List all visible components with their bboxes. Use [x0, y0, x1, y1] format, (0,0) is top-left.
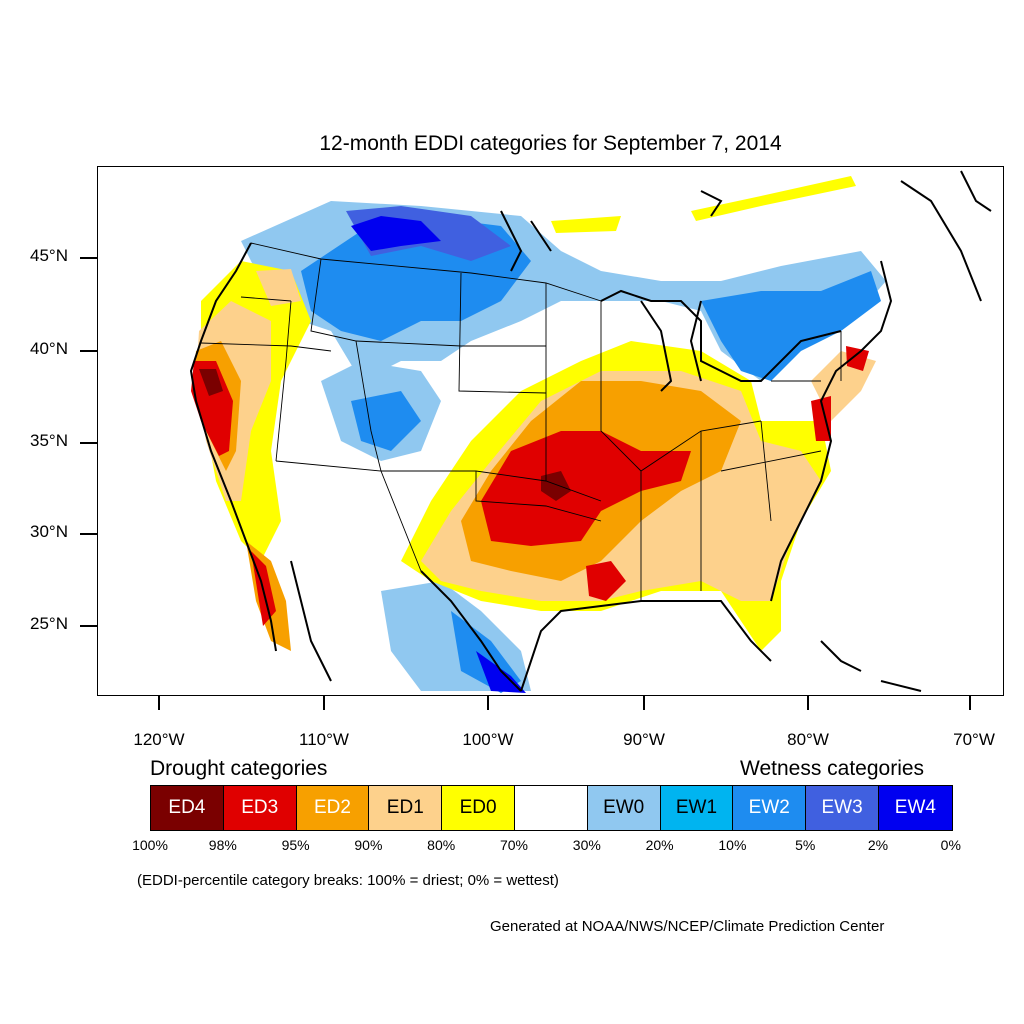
lon-tick: [643, 696, 645, 710]
lon-label-70w: 70°W: [953, 730, 995, 749]
legend-cell-ed4: ED4: [151, 786, 224, 830]
legend-cell-ed2: ED2: [296, 786, 370, 830]
credit-text: Generated at NOAA/NWS/NCEP/Climate Predi…: [490, 918, 885, 935]
lon-label-90w: 90°W: [623, 730, 665, 749]
legend-percentile-label: 70%: [499, 837, 529, 853]
lon-label-110w: 110°W: [299, 730, 349, 749]
map-title: 12-month EDDI categories for September 7…: [319, 132, 782, 155]
wet-region-ew4: [351, 216, 441, 251]
lat-tick: [80, 533, 97, 535]
legend-percentile-label: 2%: [867, 837, 889, 853]
lat-label-45n: 45°N: [30, 246, 68, 265]
legend-percentile-label: 100%: [132, 837, 168, 853]
state-boundaries: [200, 242, 842, 601]
category-breaks-note: (EDDI-percentile category breaks: 100% =…: [137, 872, 559, 889]
lon-tick: [158, 696, 160, 710]
legend-cell-ew4: EW4: [878, 786, 952, 830]
coastlines: [189, 170, 992, 692]
dry-region-west-ed4: [199, 369, 223, 396]
lon-tick: [969, 696, 971, 710]
dry-region-canada-east: [691, 176, 856, 221]
drought-categories-heading: Drought categories: [150, 757, 328, 780]
legend-percentile-label: 5%: [795, 837, 816, 853]
legend-percentile-label: 98%: [208, 837, 237, 853]
lat-tick: [80, 442, 97, 444]
dry-region-midatlantic-ed3: [811, 396, 831, 441]
lon-label-100w: 100°W: [462, 730, 514, 749]
dry-region-oregon: [256, 269, 301, 306]
legend-cell-ew3: EW3: [806, 786, 879, 830]
lat-tick: [80, 257, 97, 259]
wet-region-great-lakes: [701, 271, 881, 381]
legend-percentile-label: 0%: [940, 837, 961, 853]
legend-colorbar: ED4 ED3 ED2 ED1 ED0 EW0 EW1 EW2 EW3 EW4: [150, 785, 953, 831]
legend-cell-ed3: ED3: [223, 786, 297, 830]
wetness-categories-heading: Wetness categories: [740, 757, 925, 780]
wet-region-rockies-core: [351, 391, 421, 451]
dry-region-ed3-central: [481, 431, 691, 546]
lat-label-35n: 35°N: [30, 431, 68, 450]
lon-label-80w: 80°W: [787, 730, 829, 749]
legend-cell-neutral: [514, 786, 588, 830]
lon-label-120w: 120°W: [133, 730, 185, 749]
legend-percentile-label: 20%: [645, 837, 674, 853]
eddi-map-svg: [189, 170, 992, 693]
legend-cell-ed1: ED1: [369, 786, 443, 830]
eddi-map: [97, 166, 1004, 696]
dry-region-canada: [551, 216, 621, 233]
legend-cell-ew1: EW1: [660, 786, 734, 830]
legend-percentile-label: 30%: [572, 837, 601, 853]
legend-percentile-label: 10%: [718, 837, 747, 853]
dry-region-northeast-ed3: [846, 346, 869, 371]
legend-cell-ed0: ED0: [442, 786, 515, 830]
lat-tick: [80, 350, 97, 352]
lat-label-30n: 30°N: [30, 522, 68, 541]
dry-region-ed3-louisiana: [586, 561, 626, 601]
lon-tick: [487, 696, 489, 710]
dry-region-west-ed3: [191, 361, 233, 456]
legend-percentile-label: 90%: [354, 837, 383, 853]
lon-tick: [323, 696, 325, 710]
lon-tick: [807, 696, 809, 710]
lat-label-40n: 40°N: [30, 339, 68, 358]
dry-region-ed4-central: [541, 471, 571, 501]
legend-percentile-label: 80%: [427, 837, 456, 853]
legend-cell-ew2: EW2: [733, 786, 807, 830]
lat-label-25n: 25°N: [30, 614, 68, 633]
legend-cell-ew0: EW0: [587, 786, 661, 830]
legend-percentile-label: 95%: [281, 837, 310, 853]
lat-tick: [80, 625, 97, 627]
